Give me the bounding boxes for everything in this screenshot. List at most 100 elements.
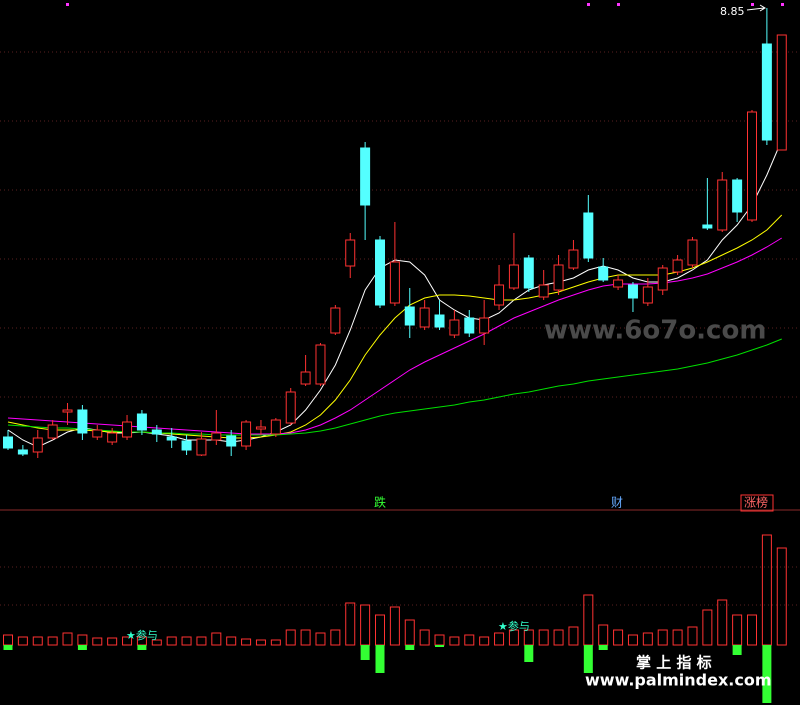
watermark: www.6o7o.com (544, 316, 766, 346)
indicator-bar (687, 626, 698, 646)
signal-label: 涨榜 (744, 495, 768, 510)
candle-body (627, 284, 638, 299)
signal-label: 跌 (374, 495, 386, 510)
indicator-bar (598, 624, 609, 646)
candle-body (226, 435, 237, 447)
indicator-bar (3, 634, 13, 646)
indicator-bar (627, 634, 638, 646)
candle-body (494, 284, 505, 306)
indicator-bar (568, 626, 579, 646)
indicator-bar (538, 629, 549, 646)
indicator-bar (747, 614, 757, 646)
candle-body (122, 421, 133, 438)
candle-body (508, 264, 519, 289)
candle-body (92, 429, 103, 438)
indicator-bar (360, 645, 370, 660)
indicator-bar (434, 634, 445, 646)
watermark: www.palmindex.com (585, 671, 772, 690)
indicator-bar (375, 645, 385, 673)
price-plot (3, 8, 787, 458)
dot (781, 3, 784, 6)
indicator-bar (717, 599, 728, 646)
candle-body (241, 421, 252, 447)
indicator-bar (404, 619, 415, 646)
candle-body (568, 249, 579, 269)
indicator-bar (494, 632, 505, 646)
indicator-bar (732, 614, 743, 646)
indicator-bar (270, 639, 281, 646)
indicator-bar (92, 637, 103, 646)
dot (587, 3, 590, 6)
high-arrow (746, 4, 766, 12)
indicator-bar (122, 636, 133, 646)
indicator-bar (166, 636, 177, 646)
indicator-bar (405, 645, 415, 650)
candle-body (166, 436, 177, 441)
signal-label: 财 (611, 496, 623, 510)
indicator-bar (77, 645, 87, 650)
indicator-bar (657, 629, 668, 646)
indicator-bar (151, 639, 162, 646)
candle-body (107, 432, 118, 443)
candle-body (717, 179, 728, 231)
dot (751, 3, 754, 6)
indicator-bar (732, 645, 742, 655)
candle-body (345, 239, 356, 267)
candle-body (404, 306, 415, 326)
candle-body (538, 284, 549, 298)
indicator-bar (449, 636, 460, 646)
candle-body (255, 426, 266, 430)
grid (0, 51, 800, 606)
candle-body (672, 259, 683, 273)
candle-body (598, 266, 609, 281)
candle-body (136, 413, 147, 431)
indicator-bar (524, 645, 534, 662)
candle-body (285, 391, 296, 424)
top-dots (66, 3, 784, 6)
moving-average (7, 338, 782, 436)
candle-body (702, 224, 713, 229)
signal-label: ★参与 (126, 628, 158, 642)
signal-box (740, 494, 774, 512)
candle-body (732, 179, 743, 213)
indicator-bar (776, 547, 787, 646)
indicator-bar (137, 645, 147, 650)
indicator-bar (553, 629, 564, 646)
candle-body (657, 267, 668, 291)
indicator-bar (226, 636, 237, 646)
candle-body (761, 43, 772, 141)
candle-body (181, 440, 192, 451)
candle-body (419, 307, 430, 328)
watermark: 掌 上 指 标 (636, 654, 712, 672)
dot (617, 3, 620, 6)
indicator-bar (315, 632, 326, 646)
indicator-bar (613, 629, 624, 646)
candle-body (77, 409, 88, 434)
indicator-bar (196, 636, 207, 646)
indicator-bar (375, 614, 385, 646)
indicator-bar (360, 604, 371, 646)
indicator-bar (479, 636, 490, 646)
indicator-bar (17, 636, 28, 646)
indicator-bar (435, 645, 445, 647)
candle-body (449, 319, 460, 336)
candle-body (464, 317, 475, 334)
indicator-bar (241, 638, 252, 646)
indicator-bar (300, 629, 311, 646)
signal-label: ★参与 (498, 619, 530, 633)
indicator-bar (107, 637, 118, 646)
candle-body (151, 429, 162, 435)
candle-body (747, 111, 757, 221)
candle-body (270, 419, 281, 435)
indicator-bar (419, 629, 430, 646)
indicator-bar (330, 629, 341, 646)
indicator-bar (77, 634, 88, 646)
candle-body (315, 344, 326, 385)
candle-body (32, 437, 43, 453)
candle-body (17, 449, 28, 455)
indicator-bar (47, 636, 58, 646)
candle-body (62, 409, 73, 413)
candle-body (642, 286, 653, 304)
candle-body (3, 436, 13, 449)
indicator-bar (181, 636, 192, 646)
